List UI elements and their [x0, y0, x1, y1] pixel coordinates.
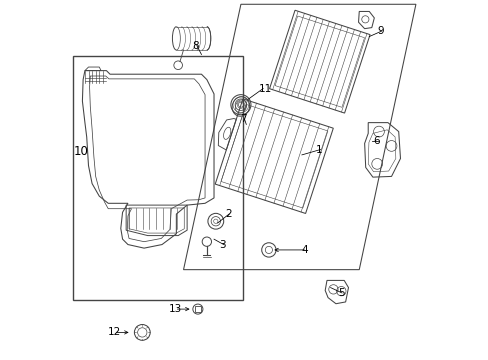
Text: 4: 4 — [301, 245, 308, 255]
Text: 12: 12 — [108, 327, 121, 337]
Text: 8: 8 — [192, 41, 199, 50]
Bar — [195, 306, 201, 312]
Text: 9: 9 — [376, 26, 383, 36]
Text: 2: 2 — [224, 209, 231, 219]
Text: 6: 6 — [373, 136, 380, 145]
Text: 1: 1 — [316, 144, 322, 154]
Text: 7: 7 — [240, 114, 246, 124]
Bar — [73, 56, 243, 300]
Text: 3: 3 — [219, 239, 225, 249]
Text: 13: 13 — [169, 304, 182, 314]
Text: 5: 5 — [337, 288, 344, 298]
Text: 10: 10 — [74, 145, 89, 158]
Text: 11: 11 — [258, 84, 271, 94]
